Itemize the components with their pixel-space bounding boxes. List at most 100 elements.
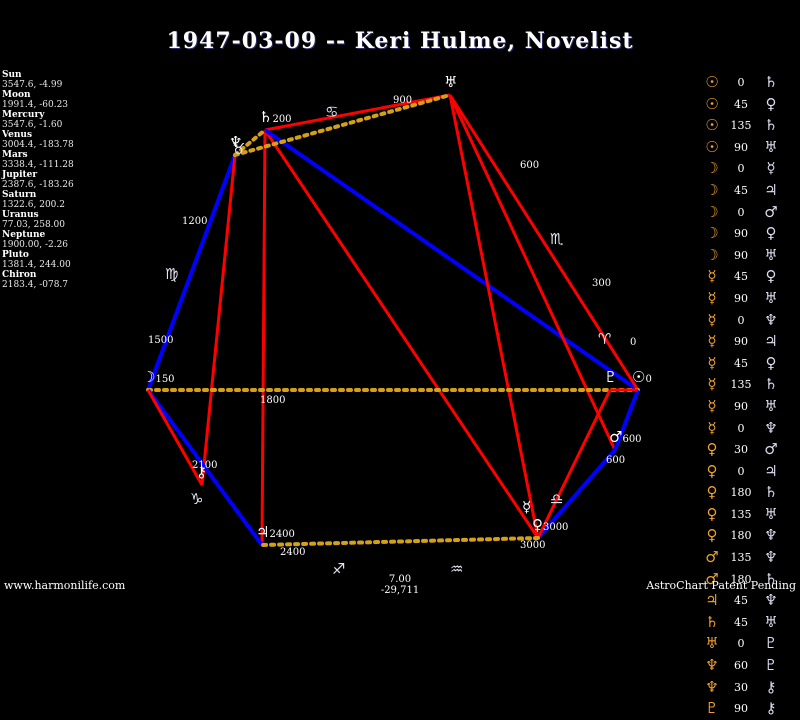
aspect-planet1-icon: ☿ [707,288,717,307]
aspect-degree: 0 [737,76,745,89]
aspect-row: ♂ 180 ♄ [700,569,796,591]
aspect-degree: 135 [730,551,752,565]
ring-degree-label: 0 [630,337,637,348]
aspect-planet2-icon: ⚷ [765,677,777,696]
planet-data-row: Jupiter 2387.6, -183.26 [2,170,122,190]
aspect-planet1-icon: ♀ [706,504,718,523]
aspect-planet1-icon: ☽ [705,159,719,178]
aspect-planet2-icon: ♄ [764,569,778,588]
pluto-icon: ♇ [604,368,618,386]
planet-name: Mercury [2,110,45,120]
aspect-planet2-icon: ♃ [764,180,778,199]
aspect-planet2-icon: ♅ [764,288,778,307]
aspect-degree: 0 [737,162,745,176]
planet-name: Pluto [2,250,29,260]
ring-degree-label: 600 [520,160,540,171]
aspect-row: ☉ 135 ♄ [700,115,796,137]
aspect-planet1-icon: ♀ [706,440,718,459]
zodiac-scorpio-icon: ♎ [550,490,564,508]
footer-center: 7.00 -29,711 [0,574,800,596]
aspect-degree: 90 [734,140,748,154]
aspect-line-hard [146,389,204,486]
aspect-planet2-icon: ♅ [764,245,778,264]
aspect-planet1-icon: ♂ [705,548,719,567]
zodiac-cancer-icon: ♋ [325,103,339,121]
planet-node-sun: ☉0 [632,368,652,386]
aspect-web-graph: ♋ ♏ ♉ ♍ ♈ ♑ ♐ ♒ ♎ 900 600 300 0 1200 1500 2100 2400 3000… [110,60,690,578]
aspect-degree: 90 [734,335,748,349]
footer-patent-notice: AstroChart Patent Pending [646,579,796,592]
planet-value: 3338.4, -111.28 [2,160,74,170]
aspect-degree: 0 [737,464,745,478]
aspect-row: ☿ 90 ♃ [700,331,796,353]
planet-data-row: Saturn 1322.6, 200.2 [2,190,122,210]
ring-degree-label: 300 [592,278,612,289]
aspect-degree: 0 [737,637,745,651]
aspect-planet2-icon: ♀ [765,224,777,243]
aspect-line-soft [263,128,640,392]
aspect-row: ☉ 0 ♄ [700,72,796,94]
planet-name: Sun [2,70,22,80]
planet-node-venus: ♀3000 [532,516,568,534]
planet-node-degree: 600 [622,434,642,445]
aspect-row: ♀ 0 ♃ [700,461,796,483]
planet-node-uranus: ♅ [444,73,457,91]
aspect-degree: 0 [737,205,745,219]
planet-node-degree: 0 [645,374,652,385]
chiron-icon: ⚷ [196,463,207,481]
aspect-line-hard [260,129,267,546]
planet-node-degree: 3000 [542,522,569,533]
ring-degree-label: 600 [606,455,626,466]
aspect-degree: 90 [734,227,748,241]
aspect-planet1-icon: ☿ [707,353,717,372]
aspect-degree: 135 [730,507,752,521]
aspect-line-hard [536,389,612,539]
planet-value: 1381.4, 244.00 [2,260,71,270]
aspect-lines-layer [146,93,640,547]
aspect-line-hard [448,94,540,539]
aspect-planet2-icon: ♅ [764,396,778,415]
planet-node-mercury: ☿ [522,498,531,516]
planet-node-neptune: ♆ [229,133,242,151]
aspect-planet1-icon: ♆ [705,656,719,675]
aspect-degree: 90 [734,291,748,305]
aspect-row: ☉ 90 ♅ [700,137,796,159]
aspect-row: ♇ 90 ⚷ [700,698,796,720]
footer-website[interactable]: www.harmonilife.com [4,579,126,592]
aspect-line-hard [263,129,540,539]
aspect-row: ♂ 135 ♆ [700,547,796,569]
aspect-planet2-icon: ⚷ [765,699,777,718]
page-title: 1947-03-09 -- Keri Hulme, Novelist [166,28,634,54]
planet-node-mars: ♂600 [609,428,642,446]
planet-name: Venus [2,130,33,140]
planet-name: Jupiter [2,170,38,180]
aspect-row: ♅ 0 ♇ [700,633,796,655]
aspect-planet2-icon: ♀ [765,94,777,113]
ring-degree-label: 900 [393,95,413,106]
planet-data-list: Sun 3547.6, -4.99 Moon 1991.4, -60.23 Mercur… [2,70,122,290]
aspect-line-soft [146,388,264,547]
aspect-planet2-icon: ♄ [764,73,778,91]
neptune-icon: ♆ [229,133,243,151]
mercury-icon: ☿ [522,498,532,516]
planet-node-saturn: ♄200 [259,108,292,126]
planet-name: Mars [2,150,28,160]
aspect-planet1-icon: ☽ [705,224,719,243]
aspect-row: ☉ 45 ♀ [700,94,796,116]
planet-node-chiron: ⚷ [196,463,207,481]
planet-data-row: Moon 1991.4, -60.23 [2,90,122,110]
aspect-row: ☿ 0 ♆ [700,310,796,332]
aspect-degree: 45 [734,270,748,284]
planet-name: Moon [2,90,31,100]
aspect-row: ♀ 30 ♂ [700,439,796,461]
planet-name: Chiron [2,270,37,280]
aspect-line-dotted [233,93,452,157]
aspect-list: ☉ 0 ♄ ☉ 45 ♀ ☉ 135 ♄ ☉ 90 ♅ ☽ 0 ☿ ☽ 45 ♃ ☽ 0 ♂ ☽ 90 ♀ ☽ 90 ♅ ☿ 45 ♀ ☿ 9… [700,72,796,720]
aspect-planet1-icon: ♀ [706,483,718,502]
planet-value: 3547.6, -1.60 [2,120,63,130]
aspect-planet2-icon: ♄ [764,116,778,135]
aspect-degree: 135 [730,119,752,133]
ring-degree-label: 3000 [520,540,546,551]
planet-data-panel: Sun 3547.6, -4.99 Moon 1991.4, -60.23 Mercur… [2,70,122,290]
aspect-row: ☽ 90 ♅ [700,245,796,267]
